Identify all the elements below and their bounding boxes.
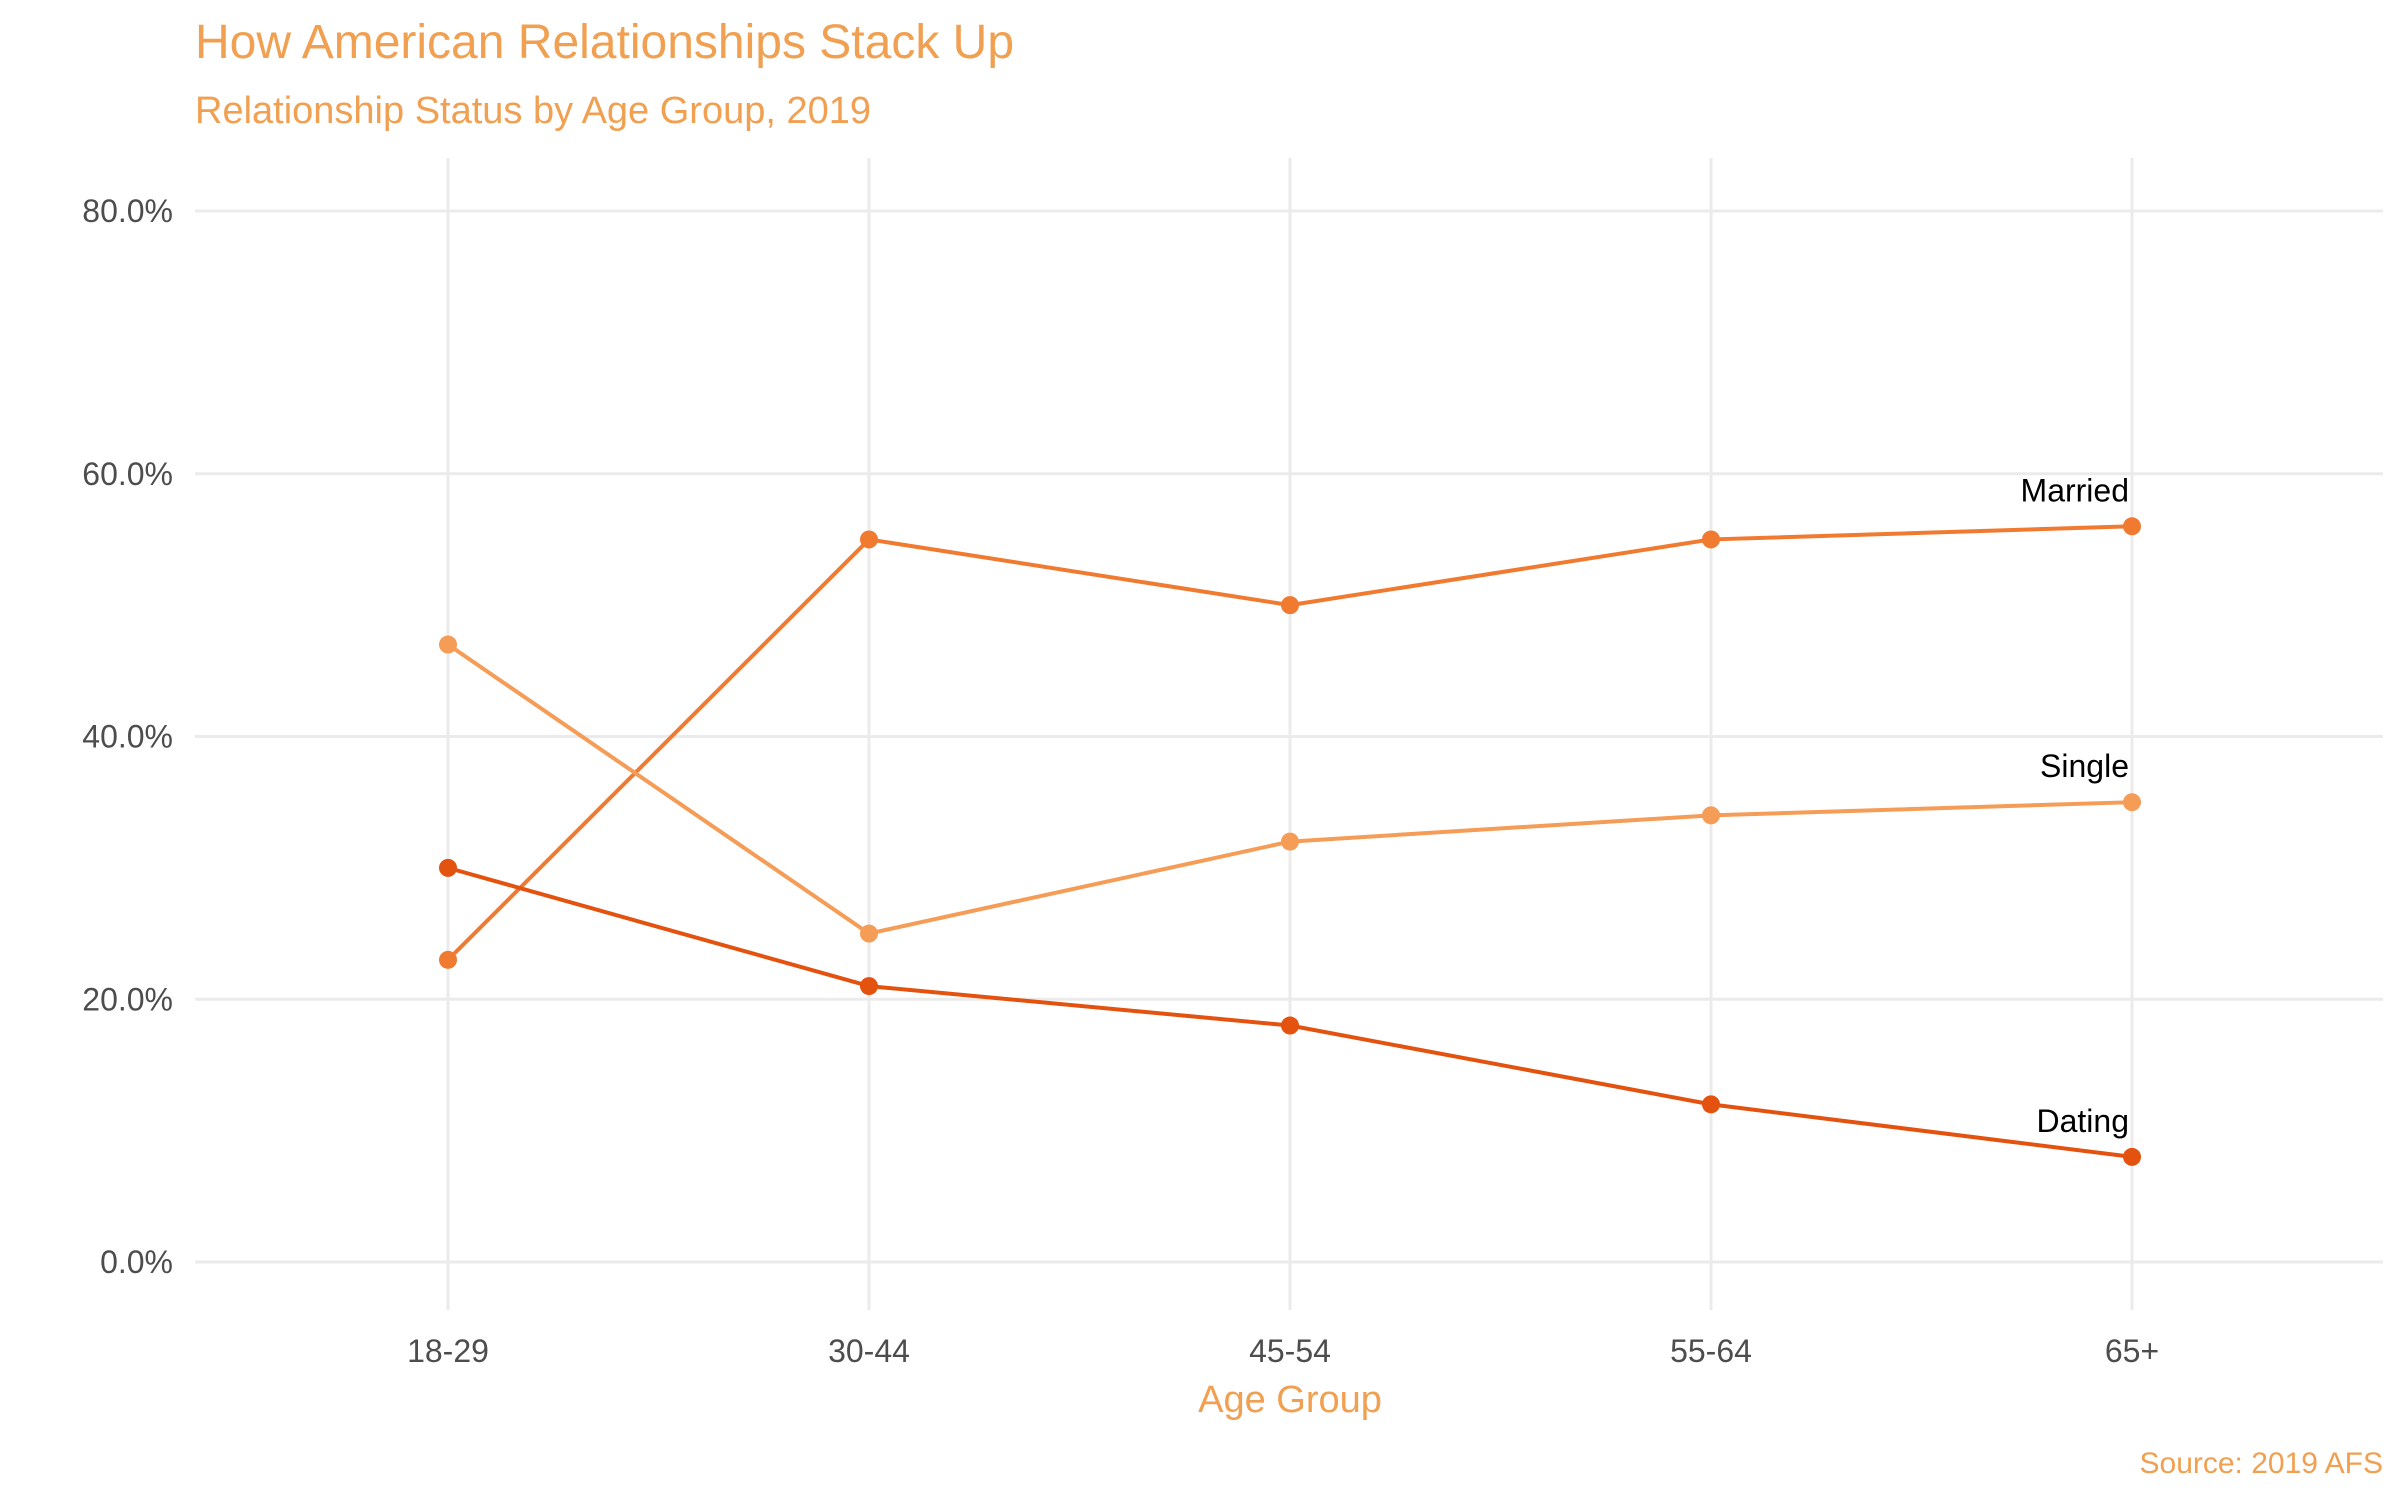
data-point-married: [2123, 517, 2141, 536]
data-point-single: [2123, 793, 2141, 812]
data-point-single: [439, 635, 457, 654]
data-point-married: [860, 530, 878, 549]
data-point-dating: [2123, 1147, 2141, 1166]
data-point-single: [860, 924, 878, 943]
series-label-married: Married: [2021, 472, 2129, 508]
y-tick-label: 60.0%: [82, 456, 173, 492]
x-tick-label: 45-54: [1249, 1333, 1331, 1369]
data-point-married: [1702, 530, 1720, 549]
data-point-single: [1281, 832, 1299, 851]
chart-subtitle: Relationship Status by Age Group, 2019: [195, 90, 871, 132]
x-axis-title: Age Group: [1198, 1379, 1382, 1421]
chart-caption: Source: 2019 AFS: [2140, 1447, 2384, 1480]
series-labels: Married Single Dating: [2021, 472, 2129, 1139]
series-lines: [439, 517, 2141, 1166]
x-tick-label: 18-29: [407, 1333, 489, 1369]
x-tick-label: 30-44: [828, 1333, 910, 1369]
x-tick-label: 55-64: [1670, 1333, 1752, 1369]
series-label-dating: Dating: [2037, 1103, 2130, 1139]
data-point-married: [1281, 596, 1299, 615]
data-point-dating: [860, 977, 878, 996]
x-tick-label: 65+: [2105, 1333, 2159, 1369]
y-axis-tick-labels: 0.0% 20.0% 40.0% 60.0% 80.0%: [82, 193, 173, 1280]
y-tick-label: 20.0%: [82, 981, 173, 1017]
data-point-married: [439, 950, 457, 969]
series-label-single: Single: [2040, 748, 2129, 784]
chart-title: How American Relationships Stack Up: [195, 16, 1014, 69]
y-tick-label: 40.0%: [82, 719, 173, 755]
data-point-single: [1702, 806, 1720, 825]
data-point-dating: [1281, 1016, 1299, 1035]
gridlines: [195, 158, 2383, 1310]
y-tick-label: 0.0%: [100, 1244, 173, 1280]
data-point-dating: [1702, 1095, 1720, 1114]
x-axis-tick-labels: 18-29 30-44 45-54 55-64 65+: [407, 1333, 2159, 1369]
data-point-dating: [439, 858, 457, 877]
y-tick-label: 80.0%: [82, 193, 173, 229]
